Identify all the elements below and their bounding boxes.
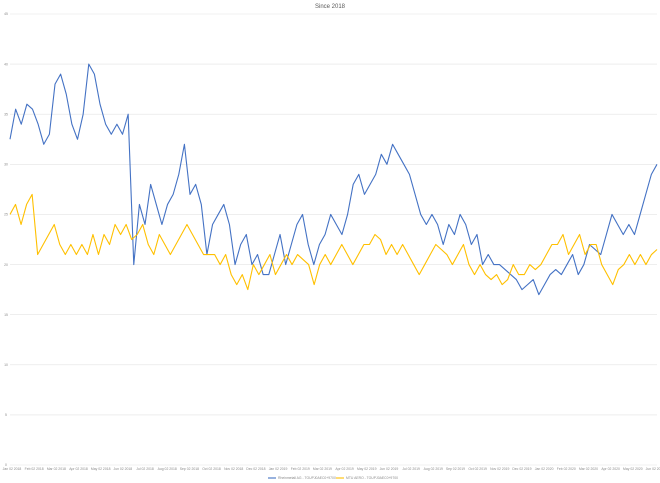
chart-title: Since 2018 <box>315 4 346 10</box>
y-tick-label: 20 <box>4 263 8 267</box>
x-tick-label: May 02 2020 <box>623 467 643 471</box>
x-tick-label: Apr 02 2019 <box>335 467 354 471</box>
x-tick-label: Jun 02 2019 <box>380 467 399 471</box>
y-tick-label: 45 <box>4 12 8 16</box>
x-tick-label: Jul 02 2019 <box>402 467 420 471</box>
series-line-0 <box>9 63 658 296</box>
y-tick-label: 25 <box>4 213 8 217</box>
x-tick-label: Dec 02 2019 <box>512 467 531 471</box>
series-line-1 <box>9 193 658 291</box>
y-tick-label: 40 <box>4 62 8 66</box>
x-tick-label: Dec 02 2018 <box>246 467 265 471</box>
x-tick-label: Nov 02 2019 <box>490 467 509 471</box>
x-tick-label: Jun 02 2018 <box>114 467 133 471</box>
x-tick-label: Apr 02 2020 <box>601 467 620 471</box>
x-tick-label: Aug 02 2019 <box>424 467 443 471</box>
x-tick-label: May 02 2018 <box>91 467 111 471</box>
x-tick-label: Feb 02 2020 <box>557 467 576 471</box>
x-tick-label: Jul 02 2018 <box>136 467 154 471</box>
x-tick-label: Oct 02 2018 <box>202 467 221 471</box>
x-tick-label: Mar 02 2018 <box>47 467 66 471</box>
x-tick-label: Feb 02 2019 <box>291 467 310 471</box>
x-tick-label: Oct 02 2019 <box>468 467 487 471</box>
y-tick-label: 30 <box>4 163 8 167</box>
y-tick-label: 5 <box>5 413 7 417</box>
x-tick-label: Apr 02 2018 <box>69 467 88 471</box>
x-tick-label: Jan 02 2019 <box>269 467 288 471</box>
y-tick-label: 35 <box>4 112 8 116</box>
x-tick-label: Mar 02 2019 <box>313 467 332 471</box>
y-tick-label: 0 <box>5 463 7 467</box>
x-tick-label: May 02 2019 <box>357 467 377 471</box>
x-tick-label: Jan 02 2018 <box>3 467 22 471</box>
x-tick-label: Jun 02 2020 <box>646 467 660 471</box>
x-tick-label: Mar 02 2020 <box>579 467 598 471</box>
x-tick-label: Sep 02 2018 <box>180 467 199 471</box>
legend-label: Rheinmetall AG - TOUPJ0AEC0+9700 <box>278 476 336 480</box>
x-tick-label: Feb 02 2018 <box>25 467 44 471</box>
legend-label: MTU AERO - TOUPJ0AEC0+9700 <box>346 476 398 480</box>
y-tick-label: 15 <box>4 313 8 317</box>
x-tick-label: Nov 02 2018 <box>224 467 243 471</box>
x-tick-label: Aug 02 2018 <box>158 467 177 471</box>
x-tick-label: Jan 02 2020 <box>535 467 554 471</box>
y-tick-label: 10 <box>4 363 8 367</box>
x-tick-label: Sep 02 2019 <box>446 467 465 471</box>
